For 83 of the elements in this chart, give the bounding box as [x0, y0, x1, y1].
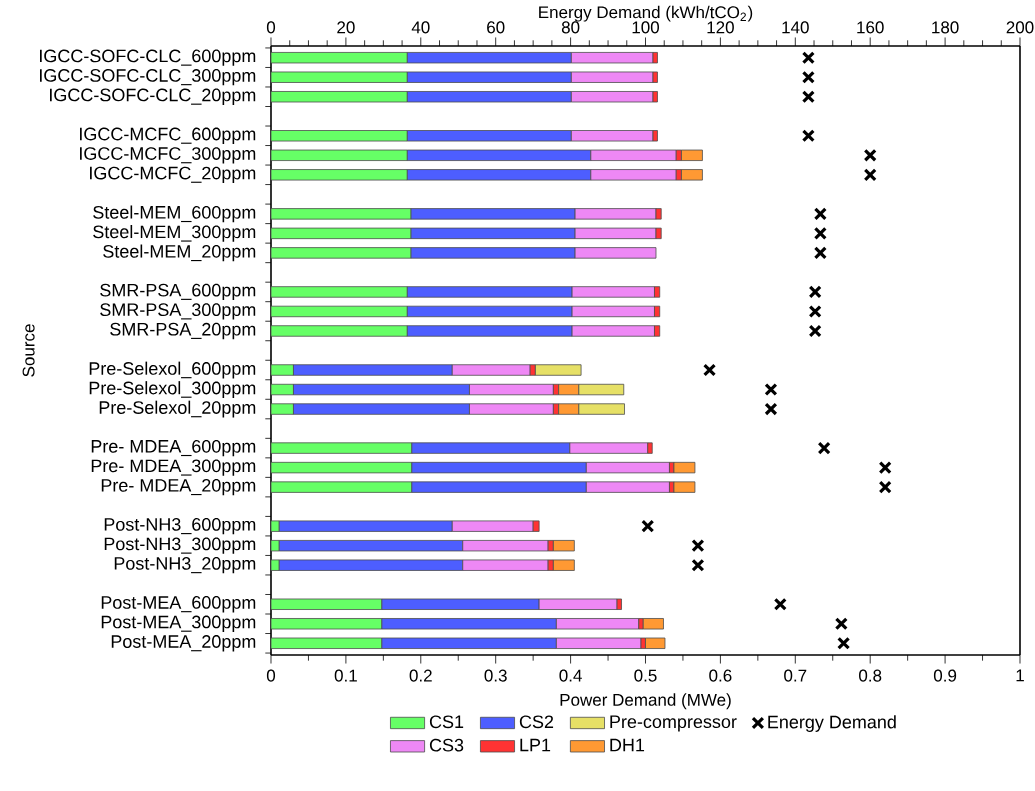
x2-tick-label: 160 — [857, 21, 884, 34]
y-tick-label: Pre-Selexol_600ppm — [89, 361, 256, 379]
x2-tick-label: 200 — [1006, 21, 1034, 34]
x-tick-label: 1 — [1016, 669, 1024, 682]
y-tick-label: IGCC-SOFC-CLC_600ppm — [40, 49, 256, 66]
point — [801, 51, 815, 65]
y-tick-label: Post-MEA_300ppm — [101, 615, 256, 632]
point — [801, 129, 815, 143]
x2-tick-label: 60 — [487, 21, 505, 34]
point — [691, 539, 705, 553]
y-tick-label: Post-NH3_600ppm — [104, 518, 256, 535]
y-tick-label: Steel-MEM_20ppm — [103, 244, 256, 262]
x2-tick-label: 80 — [561, 21, 580, 34]
point — [702, 363, 717, 377]
point — [878, 461, 892, 475]
x2-tick-label: 120 — [707, 21, 734, 34]
y-tick-label: SMR-PSA_300ppm — [100, 303, 256, 320]
bar — [673, 481, 696, 493]
x-tick-label: 0.6 — [709, 669, 732, 682]
x2-tick-label: 40 — [411, 21, 430, 34]
y-tick-label: IGCC-MCFC_300ppm — [80, 147, 256, 164]
legend-label: Pre-compressor — [610, 715, 737, 732]
legend-label: DH1 — [610, 738, 645, 752]
y-tick-label: Pre- MDEA_600ppm — [91, 439, 256, 457]
y-tick-label: Pre- MDEA_300ppm — [91, 459, 256, 476]
y-tick-label: IGCC-MCFC_600ppm — [80, 127, 256, 144]
point — [813, 246, 827, 260]
point — [764, 402, 778, 416]
x-tick-label: 0.2 — [409, 669, 432, 682]
y-tick-label: IGCC-SOFC-CLC_20ppm — [50, 88, 256, 105]
y-tick-label: Post-MEA_20ppm — [111, 635, 256, 652]
y-tick-label: Post-MEA_600ppm — [101, 596, 256, 613]
point — [801, 90, 815, 104]
y-tick-label: Pre- MDEA_20ppm — [101, 478, 256, 496]
x-axis-title: Power Demand (MWe) — [560, 693, 731, 710]
point — [773, 597, 787, 611]
point — [813, 207, 827, 221]
legend-label: LP1 — [520, 738, 551, 752]
x2-tick-label: 20 — [337, 21, 355, 34]
point — [808, 304, 822, 318]
x-tick-label: 0.3 — [484, 669, 507, 682]
y-axis-title: Source — [22, 324, 35, 377]
x-tick-label: 0.8 — [859, 669, 882, 682]
x2-axis-title: Energy Demand (kWh/tCO$_{2}$) — [539, 5, 753, 22]
point — [837, 636, 851, 650]
point — [834, 617, 848, 631]
point — [808, 324, 822, 338]
y-tick-label: SMR-PSA_20ppm — [110, 322, 256, 340]
x2-tick-label: 100 — [632, 21, 659, 34]
y-tick-label: IGCC-SOFC-CLC_300ppm — [40, 69, 256, 86]
x2-tick-label: 180 — [932, 21, 959, 34]
point — [878, 480, 892, 494]
x-tick-label: 0.5 — [634, 669, 657, 682]
y-tick-label: Post-NH3_20ppm — [114, 557, 256, 574]
y-tick-label: Steel-MEM_600ppm — [93, 205, 256, 223]
bar — [642, 618, 664, 630]
y-tick-label: Pre-Selexol_20ppm — [99, 400, 256, 418]
x-tick-label: 0.9 — [933, 669, 957, 682]
point — [813, 226, 827, 240]
x2-tick-label: 0 — [266, 21, 276, 34]
legend-label: Energy Demand — [768, 715, 896, 732]
legend-label: CS1 — [429, 715, 464, 729]
point — [691, 558, 705, 572]
x-tick-label: 0.4 — [559, 669, 582, 682]
point — [808, 285, 822, 299]
legend-label: CS3 — [429, 738, 464, 752]
x-tick-label: 0 — [266, 669, 276, 682]
point — [817, 441, 831, 455]
y-tick-label: IGCC-MCFC_20ppm — [90, 166, 256, 183]
point — [641, 519, 655, 533]
point — [764, 382, 778, 397]
point — [863, 148, 877, 162]
bar — [673, 461, 696, 474]
y-tick-label: SMR-PSA_600ppm — [100, 283, 256, 301]
x-tick-label: 0.7 — [784, 669, 807, 682]
point — [863, 168, 877, 182]
x2-tick-label: 140 — [782, 21, 809, 34]
x-tick-label: 0.1 — [334, 669, 357, 682]
y-tick-label: Steel-MEM_300ppm — [93, 224, 256, 242]
y-tick-label: Pre-Selexol_300ppm — [89, 381, 256, 398]
legend-label: CS2 — [519, 715, 554, 729]
point — [801, 70, 815, 84]
y-tick-label: Post-NH3_300ppm — [104, 537, 256, 554]
